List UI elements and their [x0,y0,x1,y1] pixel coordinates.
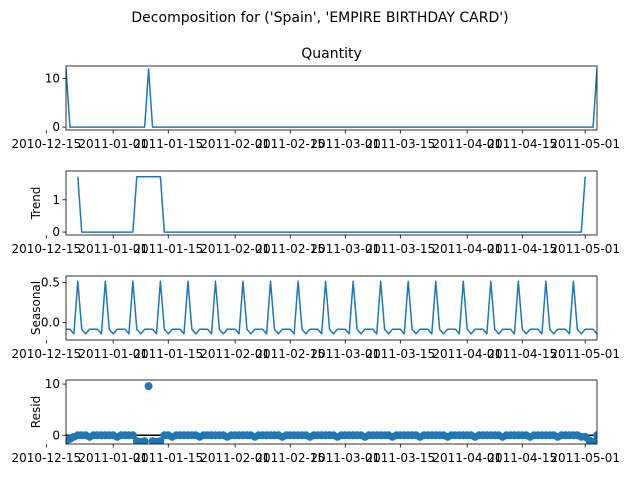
x-tick-label: 2011-02-15 [255,242,325,256]
resid-point [144,382,153,391]
x-tick-label: 2011-01-01 [78,137,148,151]
x-tick-label: 2011-01-15 [133,451,203,465]
y-tick-label: 0 [52,428,60,442]
x-tick-label: 2011-03-15 [365,347,435,361]
x-tick-label: 2011-02-01 [200,242,270,256]
x-tick-label: 2011-01-15 [133,137,203,151]
x-tick-label: 2010-12-15 [11,347,81,361]
x-tick-label: 2011-01-01 [78,347,148,361]
plot-area [66,68,597,128]
x-tick-label: 2011-04-01 [432,242,502,256]
y-tick-label: 0 [52,225,60,239]
x-tick-label: 2011-04-15 [487,451,557,465]
x-tick-label: 2011-01-15 [133,242,203,256]
x-tick-label: 2011-03-15 [365,451,435,465]
plot-area [66,280,597,335]
resid-point [593,431,597,440]
x-tick-label: 2011-04-01 [432,451,502,465]
y-tick-label: 1 [52,193,60,207]
y-tick-label: 0.5 [41,275,60,289]
x-tick-label: 2010-12-15 [11,137,81,151]
x-tick-label: 2011-03-01 [310,347,380,361]
axes-frame [65,379,598,445]
x-tick-label: 2011-05-01 [550,137,620,151]
x-tick-label: 2011-05-01 [550,451,620,465]
x-tick-label: 2010-12-15 [11,242,81,256]
plot-area [77,175,586,233]
x-tick-label: 2011-02-15 [255,347,325,361]
x-tick-label: 2011-05-01 [550,242,620,256]
panel-1: Quantity 0 10 2010-12-152011-01-012011-01-1… [11,46,620,151]
series-line [66,280,597,335]
axes-frame [65,65,598,131]
plot-area [66,382,597,444]
x-tick-label: 2011-04-15 [487,347,557,361]
x-tick-label: 2011-03-15 [365,137,435,151]
y-axis-label: Resid [29,396,43,428]
x-tick-label: 2011-01-01 [78,451,148,465]
panel-3: Seasonal0.00.52010-12-152011-01-012011-0… [11,275,620,361]
y-tick-label: 10 [45,377,60,391]
panel-title: Quantity [301,46,362,62]
panels: Quantity0102010-12-152011-01-012011-01-1… [11,46,620,465]
axes-frame [65,170,598,236]
x-tick-label: 2011-04-01 [432,347,502,361]
x-tick-label: 2011-03-01 [310,137,380,151]
x-tick-label: 2011-02-15 [255,451,325,465]
x-tick-label: 2011-03-01 [310,242,380,256]
x-tick-label: 2011-01-15 [133,347,203,361]
x-tick-label: 2011-02-01 [200,451,270,465]
x-tick-label: 2011-01-01 [78,242,148,256]
x-tick-label: 2011-05-01 [550,347,620,361]
resid-point [589,437,597,444]
series-line [66,68,597,128]
x-tick-label: 2011-04-15 [487,242,557,256]
x-tick-label: 2011-02-15 [255,137,325,151]
resid-point [128,431,137,440]
x-tick-label: 2011-02-01 [200,137,270,151]
y-axis-label: Trend [29,187,43,221]
x-tick-label: 2011-02-01 [200,347,270,361]
series-line [77,175,586,233]
x-tick-label: 2011-03-01 [310,451,380,465]
y-axis-label: Seasonal [29,281,43,335]
figure-suptitle: Decomposition for ('Spain', 'EMPIRE BIRT… [131,10,508,26]
y-tick-label: 0 [52,120,60,134]
panel-2: Trend012010-12-152011-01-012011-01-15201… [11,170,620,256]
y-tick-label: 10 [45,72,60,86]
resid-point [140,437,149,444]
resid-point [156,437,165,444]
panel-4: Resid0102010-12-152011-01-012011-01-1520… [11,377,620,465]
x-tick-label: 2010-12-15 [11,451,81,465]
x-tick-label: 2011-03-15 [365,242,435,256]
axes-frame [65,275,598,341]
x-tick-label: 2011-04-01 [432,137,502,151]
x-tick-label: 2011-04-15 [487,137,557,151]
y-tick-label: 0.0 [41,315,60,329]
